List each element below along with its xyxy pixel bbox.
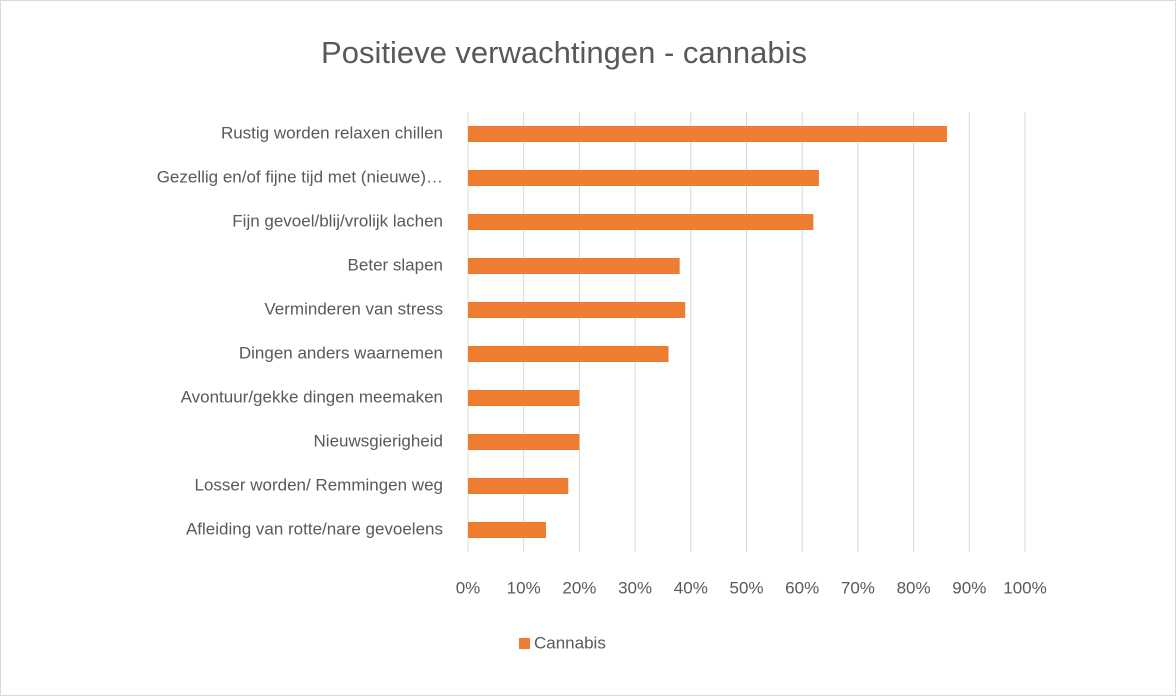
x-tick-label: 60% xyxy=(785,578,819,597)
y-tick-label: Dingen anders waarnemen xyxy=(239,343,443,362)
y-tick-label: Avontuur/gekke dingen meemaken xyxy=(181,387,443,406)
y-tick-label: Rustig worden relaxen chillen xyxy=(221,123,443,142)
y-tick-label: Fijn gevoel/blij/vrolijk lachen xyxy=(232,211,443,230)
bar xyxy=(468,522,546,538)
y-tick-label: Gezellig en/of fijne tijd met (nieuwe)… xyxy=(157,167,443,186)
bar xyxy=(468,390,580,406)
bar xyxy=(468,214,814,230)
x-tick-label: 70% xyxy=(841,578,875,597)
x-tick-label: 50% xyxy=(729,578,763,597)
y-tick-label: Afleiding van rotte/nare gevoelens xyxy=(186,519,443,538)
legend-label: Cannabis xyxy=(534,633,606,652)
y-tick-label: Beter slapen xyxy=(348,255,443,274)
bar xyxy=(468,258,680,274)
x-tick-label: 0% xyxy=(456,578,481,597)
bar xyxy=(468,434,580,450)
x-tick-label: 90% xyxy=(952,578,986,597)
x-tick-label: 40% xyxy=(674,578,708,597)
bar xyxy=(468,302,686,318)
x-tick-label: 100% xyxy=(1003,578,1046,597)
bar xyxy=(468,170,819,186)
bar xyxy=(468,126,948,142)
bar xyxy=(468,478,569,494)
bar xyxy=(468,346,669,362)
x-tick-label: 20% xyxy=(562,578,596,597)
x-tick-label: 30% xyxy=(618,578,652,597)
y-tick-label: Nieuwsgierigheid xyxy=(314,431,443,450)
x-tick-label: 80% xyxy=(897,578,931,597)
y-tick-label: Verminderen van stress xyxy=(264,299,443,318)
chart-title: Positieve verwachtingen - cannabis xyxy=(321,35,807,70)
legend-swatch xyxy=(519,638,530,649)
x-tick-label: 10% xyxy=(507,578,541,597)
y-tick-label: Losser worden/ Remmingen weg xyxy=(194,475,443,494)
